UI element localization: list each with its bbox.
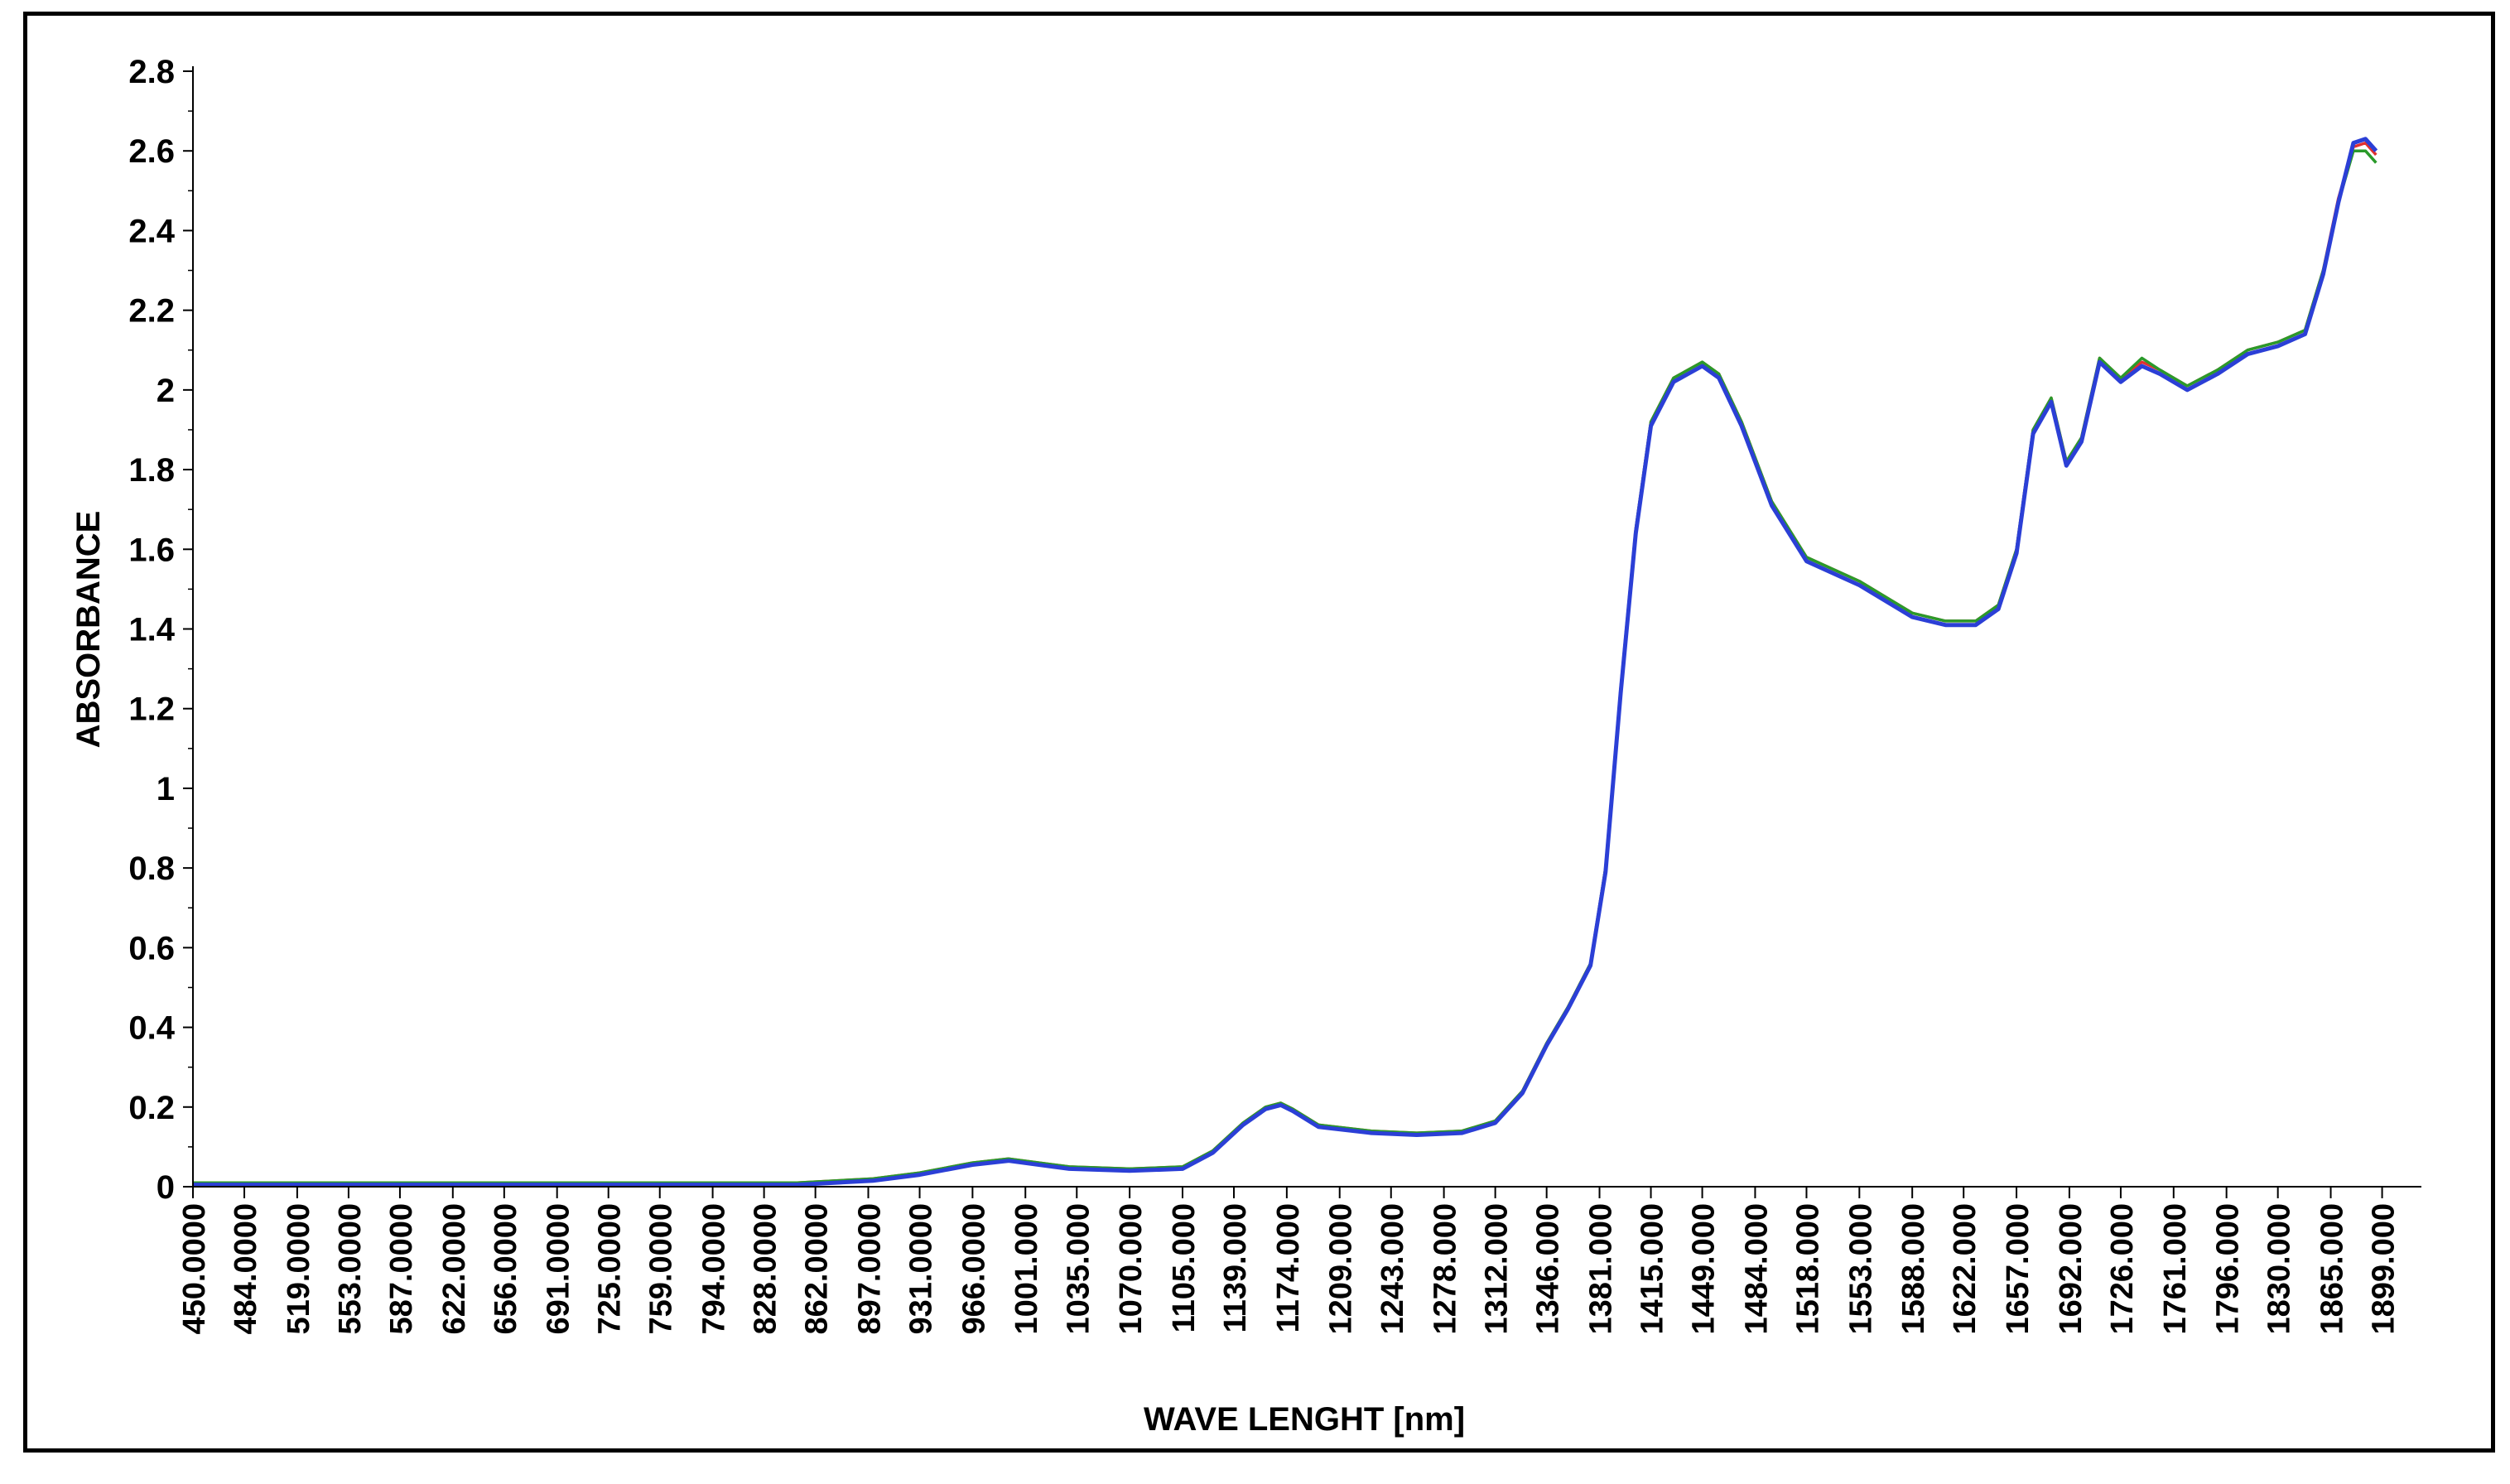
x-tick-label: 1312.000: [1480, 1203, 1515, 1335]
x-tick-label: 1657.000: [2001, 1203, 2035, 1335]
x-tick-label: 1484.000: [1739, 1203, 1774, 1335]
chart-frame: [23, 12, 2495, 1453]
y-tick-label: 2.6: [128, 133, 175, 170]
x-tick-label: 450.0000: [177, 1203, 212, 1335]
y-tick-label: 0.4: [128, 1010, 175, 1047]
x-tick-label: 725.0000: [593, 1203, 628, 1335]
x-axis-ticks: 450.0000 484.0000 519.0000 553.0000 587.0000…: [177, 1187, 2402, 1335]
series-line-1: [193, 141, 2378, 1184]
x-tick-label: 1035.000: [1061, 1203, 1096, 1335]
x-tick-label: 587.0000: [384, 1203, 419, 1335]
x-tick-label: 1588.000: [1896, 1203, 1931, 1335]
y-tick-label: 2.2: [128, 293, 175, 330]
y-tick-label: 1.2: [128, 691, 175, 728]
y-tick-label: 0: [157, 1169, 175, 1206]
x-tick-label: 1243.000: [1375, 1203, 1410, 1335]
x-tick-label: 1381.000: [1584, 1203, 1619, 1335]
y-tick-label: 1.6: [128, 532, 175, 568]
x-tick-label: 1209.000: [1324, 1203, 1359, 1335]
x-tick-label: 1622.000: [1948, 1203, 1982, 1335]
x-tick-label: 897.0000: [853, 1203, 888, 1335]
x-tick-label: 1174.000: [1271, 1203, 1306, 1332]
x-tick-label: 1830.000: [2262, 1203, 2297, 1335]
y-tick-label: 0.8: [128, 850, 175, 887]
y-tick-label: 2.4: [128, 213, 175, 249]
x-tick-label: 1415.000: [1636, 1203, 1670, 1335]
x-tick-label: 1105.000: [1167, 1203, 1202, 1332]
x-tick-label: 1865.000: [2315, 1203, 2350, 1335]
y-axis-title: ABSORBANCE: [70, 511, 107, 749]
y-tick-label: 0.2: [128, 1090, 175, 1126]
x-tick-label: 1449.000: [1687, 1203, 1722, 1335]
series-layer: [193, 137, 2378, 1188]
x-tick-label: 794.0000: [697, 1203, 732, 1335]
x-tick-label: 691.0000: [542, 1203, 576, 1335]
x-tick-label: 1139.000: [1218, 1203, 1253, 1332]
x-tick-label: 1346.000: [1531, 1203, 1566, 1335]
x-tick-label: 1278.000: [1428, 1203, 1463, 1335]
x-tick-label: 966.0000: [956, 1203, 991, 1335]
y-tick-label: 2: [157, 373, 175, 409]
y-tick-label: 1.8: [128, 452, 175, 489]
y-tick-label: 0.6: [128, 930, 175, 966]
x-tick-label: 862.0000: [800, 1203, 835, 1335]
x-tick-label: 1726.000: [2105, 1203, 2140, 1335]
x-tick-label: 553.0000: [333, 1203, 368, 1335]
x-tick-label: 759.0000: [644, 1203, 679, 1335]
y-tick-label: 2.8: [128, 54, 175, 90]
series-line-2: [193, 149, 2378, 1184]
series-line-3: [193, 137, 2378, 1188]
x-tick-label: 519.0000: [282, 1203, 316, 1335]
x-tick-label: 1553.000: [1843, 1203, 1878, 1335]
y-tick-label: 1: [157, 771, 175, 807]
x-tick-label: 1001.000: [1009, 1203, 1044, 1335]
x-tick-label: 828.0000: [749, 1203, 783, 1335]
x-tick-label: 1796.000: [2211, 1203, 2246, 1335]
x-tick-label: 1899.000: [2367, 1203, 2402, 1335]
x-tick-label: 656.0000: [489, 1203, 523, 1335]
y-tick-label: 1.4: [128, 612, 175, 648]
x-axis-title: WAVE LENGHT [nm]: [1144, 1401, 1465, 1438]
x-tick-label: 931.0000: [904, 1203, 939, 1335]
x-tick-label: 1070.000: [1114, 1203, 1149, 1335]
x-tick-label: 1692.000: [2054, 1203, 2088, 1335]
x-tick-label: 484.0000: [229, 1203, 263, 1335]
x-tick-label: 622.0000: [437, 1203, 472, 1335]
x-tick-label: 1518.000: [1790, 1203, 1825, 1335]
x-tick-label: 1761.000: [2158, 1203, 2193, 1335]
y-axis-ticks: 0 0.2 0.4 0.6 0.8 1 1.2 1.4 1.6 1.8 2 2.2 2.4 2.6 2.8: [128, 54, 193, 1206]
